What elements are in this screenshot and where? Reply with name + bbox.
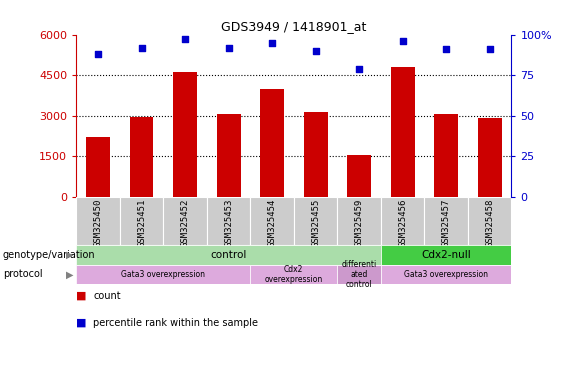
Text: protocol: protocol: [3, 270, 42, 280]
FancyBboxPatch shape: [250, 265, 337, 284]
Text: ■: ■: [76, 318, 87, 328]
FancyBboxPatch shape: [381, 245, 511, 265]
Point: [180, 36, 189, 43]
FancyBboxPatch shape: [207, 197, 250, 245]
FancyBboxPatch shape: [468, 197, 511, 245]
Text: GSM325451: GSM325451: [137, 199, 146, 247]
Text: GSM325450: GSM325450: [94, 199, 102, 247]
Text: ▶: ▶: [66, 270, 73, 280]
Text: GSM325459: GSM325459: [355, 199, 363, 247]
Point: [268, 40, 277, 46]
Point: [485, 46, 494, 52]
Text: percentile rank within the sample: percentile rank within the sample: [93, 318, 258, 328]
Text: control: control: [210, 250, 247, 260]
Point: [137, 45, 146, 51]
Bar: [173, 72, 197, 197]
FancyBboxPatch shape: [163, 197, 207, 245]
Point: [224, 45, 233, 51]
Text: ■: ■: [76, 291, 87, 301]
Bar: [260, 89, 284, 197]
Bar: [86, 137, 110, 197]
Text: genotype/variation: genotype/variation: [3, 250, 95, 260]
Text: GSM325455: GSM325455: [311, 199, 320, 247]
Text: GSM325456: GSM325456: [398, 199, 407, 247]
Text: ▶: ▶: [66, 250, 73, 260]
Title: GDS3949 / 1418901_at: GDS3949 / 1418901_at: [221, 20, 367, 33]
Text: differenti
ated
control: differenti ated control: [341, 260, 377, 289]
FancyBboxPatch shape: [76, 245, 381, 265]
Point: [94, 51, 103, 57]
Point: [311, 48, 320, 54]
FancyBboxPatch shape: [294, 197, 337, 245]
FancyBboxPatch shape: [120, 197, 163, 245]
Text: Cdx2
overexpression: Cdx2 overexpression: [264, 265, 323, 284]
Bar: [434, 114, 458, 197]
FancyBboxPatch shape: [76, 197, 120, 245]
Bar: [390, 67, 415, 197]
Text: Gata3 overexpression: Gata3 overexpression: [121, 270, 205, 279]
FancyBboxPatch shape: [381, 265, 511, 284]
Text: GSM325452: GSM325452: [181, 199, 189, 247]
Bar: [477, 118, 502, 197]
Bar: [216, 114, 241, 197]
FancyBboxPatch shape: [424, 197, 468, 245]
FancyBboxPatch shape: [337, 197, 381, 245]
Point: [398, 38, 407, 44]
Text: GSM325457: GSM325457: [442, 199, 450, 247]
Text: GSM325453: GSM325453: [224, 199, 233, 247]
Text: count: count: [93, 291, 121, 301]
Text: Cdx2-null: Cdx2-null: [421, 250, 471, 260]
FancyBboxPatch shape: [76, 265, 250, 284]
FancyBboxPatch shape: [381, 197, 424, 245]
Bar: [129, 117, 154, 197]
FancyBboxPatch shape: [250, 197, 294, 245]
Bar: [303, 111, 328, 197]
FancyBboxPatch shape: [337, 265, 381, 284]
Text: GSM325458: GSM325458: [485, 199, 494, 247]
Text: GSM325454: GSM325454: [268, 199, 276, 247]
Point: [355, 66, 364, 72]
Bar: [347, 155, 371, 197]
Text: Gata3 overexpression: Gata3 overexpression: [404, 270, 488, 279]
Point: [442, 46, 451, 52]
